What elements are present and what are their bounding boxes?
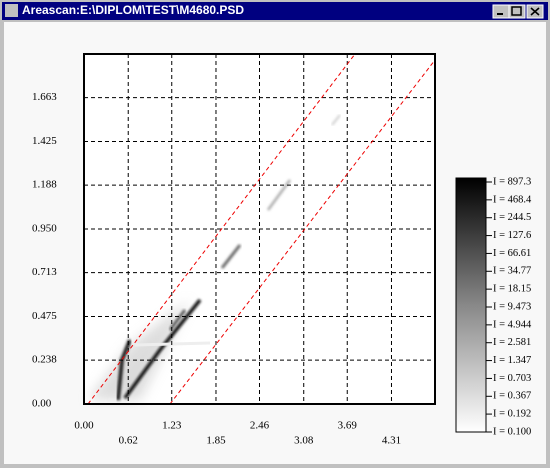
colorbar [455,177,487,433]
y-tick-label: 0.950 [32,223,57,235]
colorbar-label: I = 2.581 [493,337,531,348]
minimize-button[interactable] [492,4,510,19]
icon [511,6,522,16]
colorbar-label: I = 18.15 [493,284,531,295]
colorbar-label: I = 244.5 [493,212,531,223]
window-title: Areascan:E:\DIPLOM\TEST\M4680.PSD [22,3,244,17]
x-tick-label: 3.08 [294,435,314,447]
colorbar-label: I = 897.3 [493,176,531,187]
colorbar-label: I = 127.6 [493,230,531,241]
x-tick-label: 3.69 [338,420,358,432]
colorbar-label: I = 468.4 [493,194,532,205]
app-icon [5,4,18,17]
x-tick-label: 4.31 [382,435,401,447]
colorbar-label: I = 66.61 [493,248,531,259]
y-tick-label: 1.188 [32,179,57,191]
colorbar-label: I = 4.944 [493,319,532,330]
x-tick-label: 2.46 [250,420,270,432]
y-tick-label: 1.663 [32,91,57,103]
colorbar-label: I = 0.703 [493,373,531,384]
x-tick-label: 1.85 [206,435,226,447]
icon [530,7,540,16]
title-bar [2,2,548,20]
colorbar-label: I = 9.473 [493,301,531,312]
plot-border [83,53,436,405]
colorbar-label: I = 0.192 [493,408,531,419]
y-tick-label: 0.238 [32,354,57,366]
colorbar-label: I = 1.347 [493,355,531,366]
window-buttons[interactable] [492,4,544,19]
colorbar-label: I = 0.367 [493,391,531,402]
colorbar-label: I = 34.77 [493,266,531,277]
y-tick-label: 0.00 [32,398,52,410]
x-tick-label: 0.00 [74,420,94,432]
x-tick-label: 0.62 [119,435,138,447]
window-boundary [87,53,436,405]
y-tick-label: 0.475 [32,310,57,322]
x-tick-label: 1.23 [162,420,182,432]
intensity-image [88,114,341,401]
y-tick-label: 1.425 [32,135,57,147]
y-tick-label: 0.713 [32,266,57,278]
colorbar-label: I = 0.100 [493,426,531,437]
